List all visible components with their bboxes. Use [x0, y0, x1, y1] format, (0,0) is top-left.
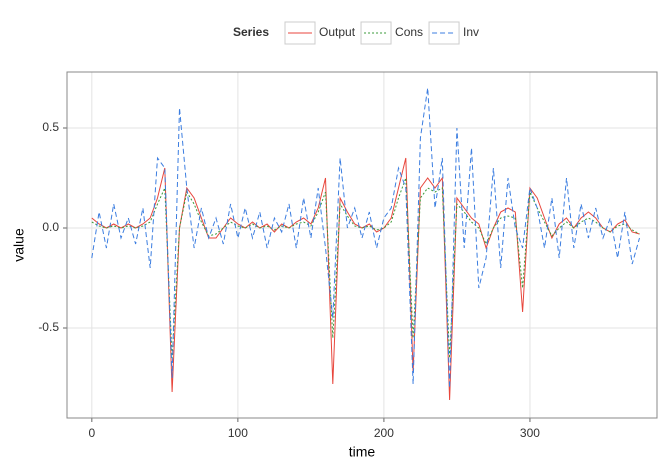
legend-label: Cons	[395, 25, 423, 39]
x-tick-label: 200	[374, 426, 394, 440]
x-axis-title: time	[349, 444, 376, 460]
legend-title: Series	[233, 25, 269, 39]
legend-label: Output	[319, 25, 356, 39]
x-tick-label: 100	[228, 426, 248, 440]
plot-border	[66, 71, 658, 419]
x-tick-label: 0	[88, 426, 95, 440]
series-line	[91, 177, 640, 359]
legend-label: Inv	[463, 25, 479, 39]
x-tick-label: 300	[520, 426, 540, 440]
y-tick-label: -0.5	[38, 320, 59, 334]
y-tick-label: 0.0	[42, 220, 59, 234]
y-axis-title: value	[11, 228, 27, 262]
plot-panel	[67, 72, 657, 418]
y-tick-label: 0.5	[42, 120, 59, 134]
